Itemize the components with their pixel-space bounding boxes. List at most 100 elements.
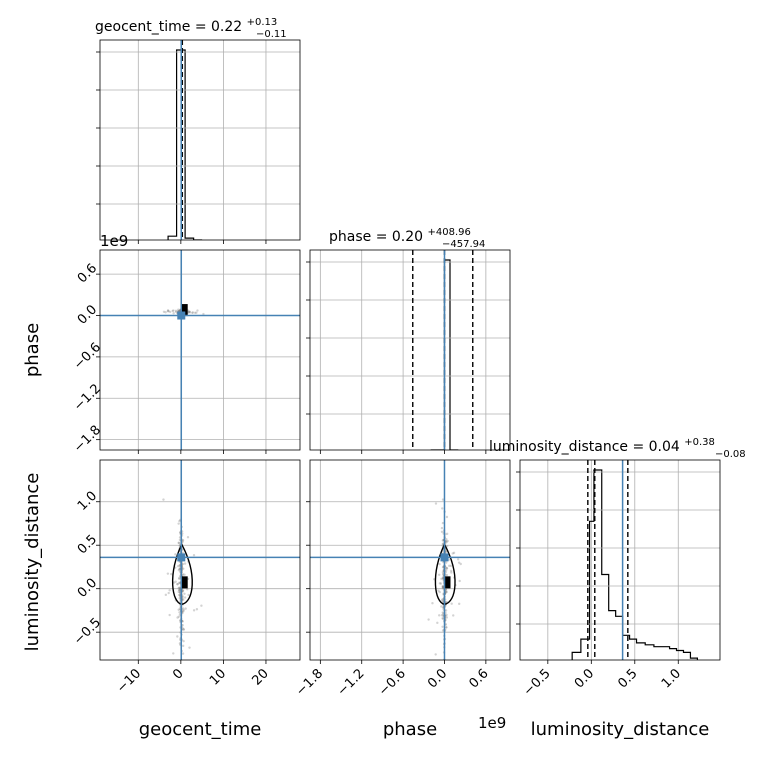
scatter-point — [177, 608, 180, 611]
scatter-point — [177, 588, 181, 592]
scatter-point — [181, 607, 185, 610]
panel-content-2-2 — [520, 460, 720, 660]
scatter-point — [178, 519, 181, 523]
scatter-point — [177, 586, 180, 590]
scatter-point — [182, 610, 185, 613]
scatter-point — [441, 611, 444, 614]
panel-luminosity_distance-luminosity_distance: −0.5 0.0 0.5 1.0 — [516, 459, 721, 699]
scatter-point — [177, 541, 180, 545]
panel-phase-luminosity_distance: −1.8 −1.2 −0.6 0.0 0.6 — [293, 459, 511, 699]
tick-label-y-phase: 0.0 — [75, 302, 100, 327]
scatter-point — [178, 309, 181, 313]
scatter-point — [438, 582, 442, 585]
scatter-point — [441, 566, 445, 569]
scatter-point — [176, 565, 180, 568]
scatter-point — [441, 586, 445, 589]
scatter-point — [162, 498, 165, 501]
scatter-point — [451, 552, 454, 555]
tick-label-y-phase: 0.6 — [75, 261, 100, 286]
scatter-point — [181, 589, 185, 592]
scatter-point — [191, 311, 194, 314]
tick-label-y-luminosity_distance: 0.5 — [75, 532, 100, 557]
scatter-point — [444, 566, 448, 569]
scatter-point — [177, 308, 180, 311]
scatter-point — [441, 617, 444, 620]
scatter-point — [176, 635, 179, 638]
histogram-phase — [430, 259, 459, 450]
scatter-point — [431, 602, 434, 605]
scatter-point — [170, 572, 173, 576]
scatter-point — [445, 515, 449, 519]
scatter-point — [181, 540, 184, 543]
scatter-point — [188, 310, 191, 313]
scatter-point — [441, 629, 445, 632]
title-luminosity-distance-minus: −0.08 — [715, 449, 746, 460]
scatter-point — [445, 567, 449, 570]
scatter-point — [178, 538, 182, 542]
scatter-point — [195, 311, 198, 314]
scatter-point — [184, 607, 187, 610]
scatter-point — [434, 502, 438, 505]
scatter-point — [181, 573, 185, 576]
scatter-point — [183, 596, 187, 599]
title-phase-main: phase = 0.20 — [329, 229, 423, 245]
scatter-point — [181, 538, 185, 542]
scatter-point — [181, 620, 184, 623]
scatter-point — [162, 310, 166, 313]
scatter-point — [178, 587, 182, 590]
scatter-point — [445, 561, 448, 564]
xlabel-luminosity-distance: luminosity_distance — [531, 719, 710, 740]
scatter-point — [181, 589, 184, 592]
scatter-point — [178, 577, 181, 581]
scatter-point — [441, 585, 445, 589]
truth-marker — [177, 553, 186, 562]
scatter-point — [424, 661, 426, 663]
scatter-point — [178, 593, 181, 597]
scatter-point — [458, 602, 461, 606]
scatter-point — [458, 579, 461, 583]
tick-label-x-luminosity_distance: −0.5 — [521, 666, 554, 699]
tick-label-y-phase: −1.8 — [71, 423, 104, 456]
panel-geocent_time-luminosity_distance: −10 0 10 20 −0.5 0.0 0.5 1.0 — [71, 459, 301, 696]
panel-phase-phase — [306, 249, 511, 454]
xlabel-phase: phase — [383, 719, 437, 740]
scatter-point — [174, 553, 177, 556]
scatter-point — [202, 312, 205, 316]
tick-label-y-phase: −1.2 — [71, 381, 104, 414]
tick-label-x-phase: 0.0 — [425, 666, 450, 691]
scatter-point — [196, 309, 199, 312]
scatter-point — [176, 616, 179, 619]
scatter-point — [440, 577, 443, 581]
scatter-point — [172, 581, 176, 584]
density-core — [181, 576, 188, 589]
title-geocent-time-minus: −0.11 — [256, 29, 287, 40]
scatter-point — [438, 590, 441, 594]
scatter-point — [441, 586, 445, 590]
scatter-point — [177, 522, 180, 525]
panel-frame — [309, 249, 511, 451]
scatter-point — [167, 591, 170, 595]
scatter-point — [445, 566, 449, 570]
scatter-point — [444, 609, 448, 612]
scatter-point — [445, 616, 449, 619]
scatter-point — [441, 577, 445, 580]
scatter-point — [427, 618, 430, 621]
scatter-point — [178, 565, 182, 568]
scatter-point — [449, 564, 453, 568]
scatter-point — [168, 589, 171, 592]
density-core — [181, 304, 188, 317]
scatter-point — [188, 310, 191, 314]
tick-label-x-luminosity_distance: 1.0 — [659, 666, 684, 691]
scatter-point — [188, 646, 191, 649]
scatter-point — [168, 310, 172, 314]
scatter-point — [187, 593, 190, 597]
scatter-point — [178, 611, 181, 614]
scatter-point — [445, 532, 449, 536]
scatter-point — [174, 580, 177, 583]
scatter-point — [181, 644, 185, 648]
scatter-point — [172, 652, 175, 655]
scatter-point — [441, 597, 444, 601]
panel-content-0-0 — [100, 40, 300, 240]
scatter-point — [182, 567, 185, 570]
